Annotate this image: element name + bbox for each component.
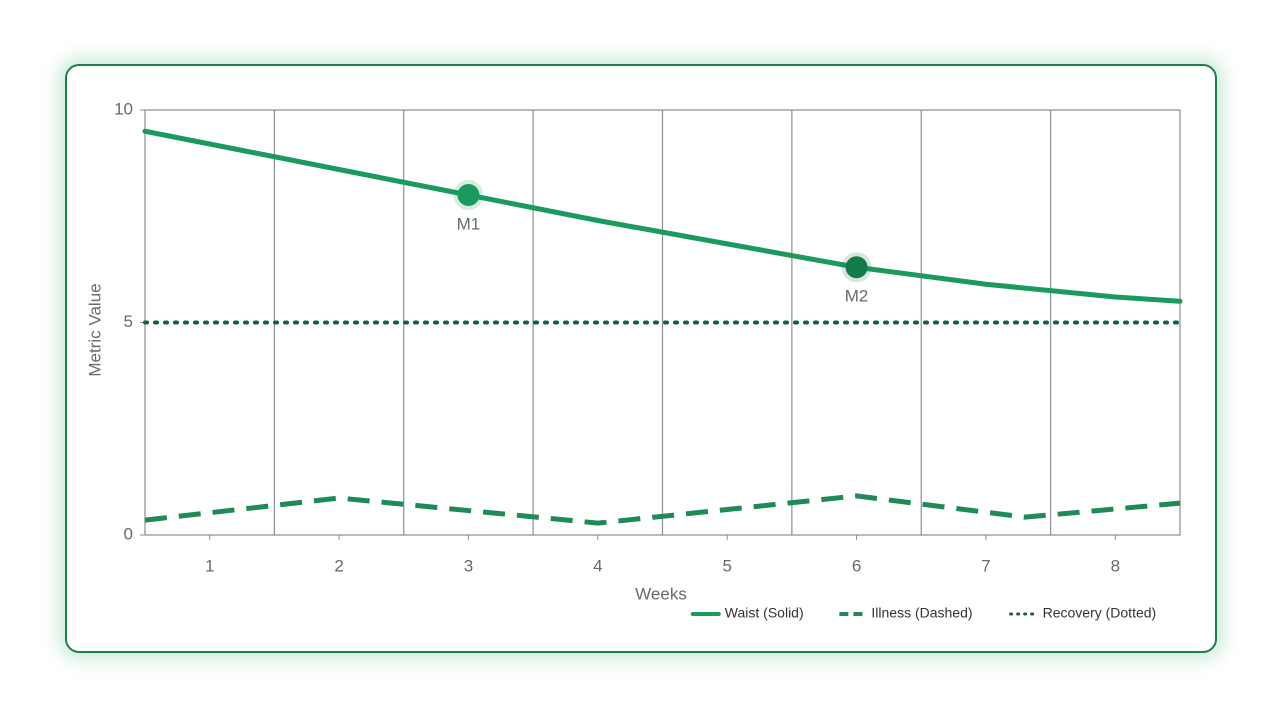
- x-tick-label: 8: [1111, 556, 1120, 575]
- x-tick-label: 2: [334, 556, 343, 575]
- x-tick-label: 5: [722, 556, 731, 575]
- series-line: [144, 493, 1181, 526]
- x-tick-label: 6: [852, 556, 861, 575]
- x-tick-label: 1: [205, 556, 214, 575]
- x-tick-label: 3: [464, 556, 473, 575]
- series-line: [142, 128, 1183, 304]
- marker-label: M2: [845, 287, 869, 306]
- x-tick-label: 4: [593, 556, 602, 575]
- legend-label: Waist (Solid): [725, 605, 804, 621]
- x-axis-label: Weeks: [635, 584, 687, 603]
- y-tick-label: 10: [114, 99, 133, 118]
- x-tick-label: 7: [981, 556, 990, 575]
- legend-label: Recovery (Dotted): [1043, 605, 1157, 621]
- marker: [457, 184, 480, 206]
- y-axis-label: Metric Value: [85, 283, 104, 376]
- card: [65, 64, 1217, 653]
- y-tick-label: 0: [124, 524, 133, 543]
- y-tick-label: 5: [124, 312, 133, 331]
- legend-label: Illness (Dashed): [871, 605, 972, 621]
- marker-label: M1: [457, 214, 481, 233]
- marker: [845, 256, 868, 279]
